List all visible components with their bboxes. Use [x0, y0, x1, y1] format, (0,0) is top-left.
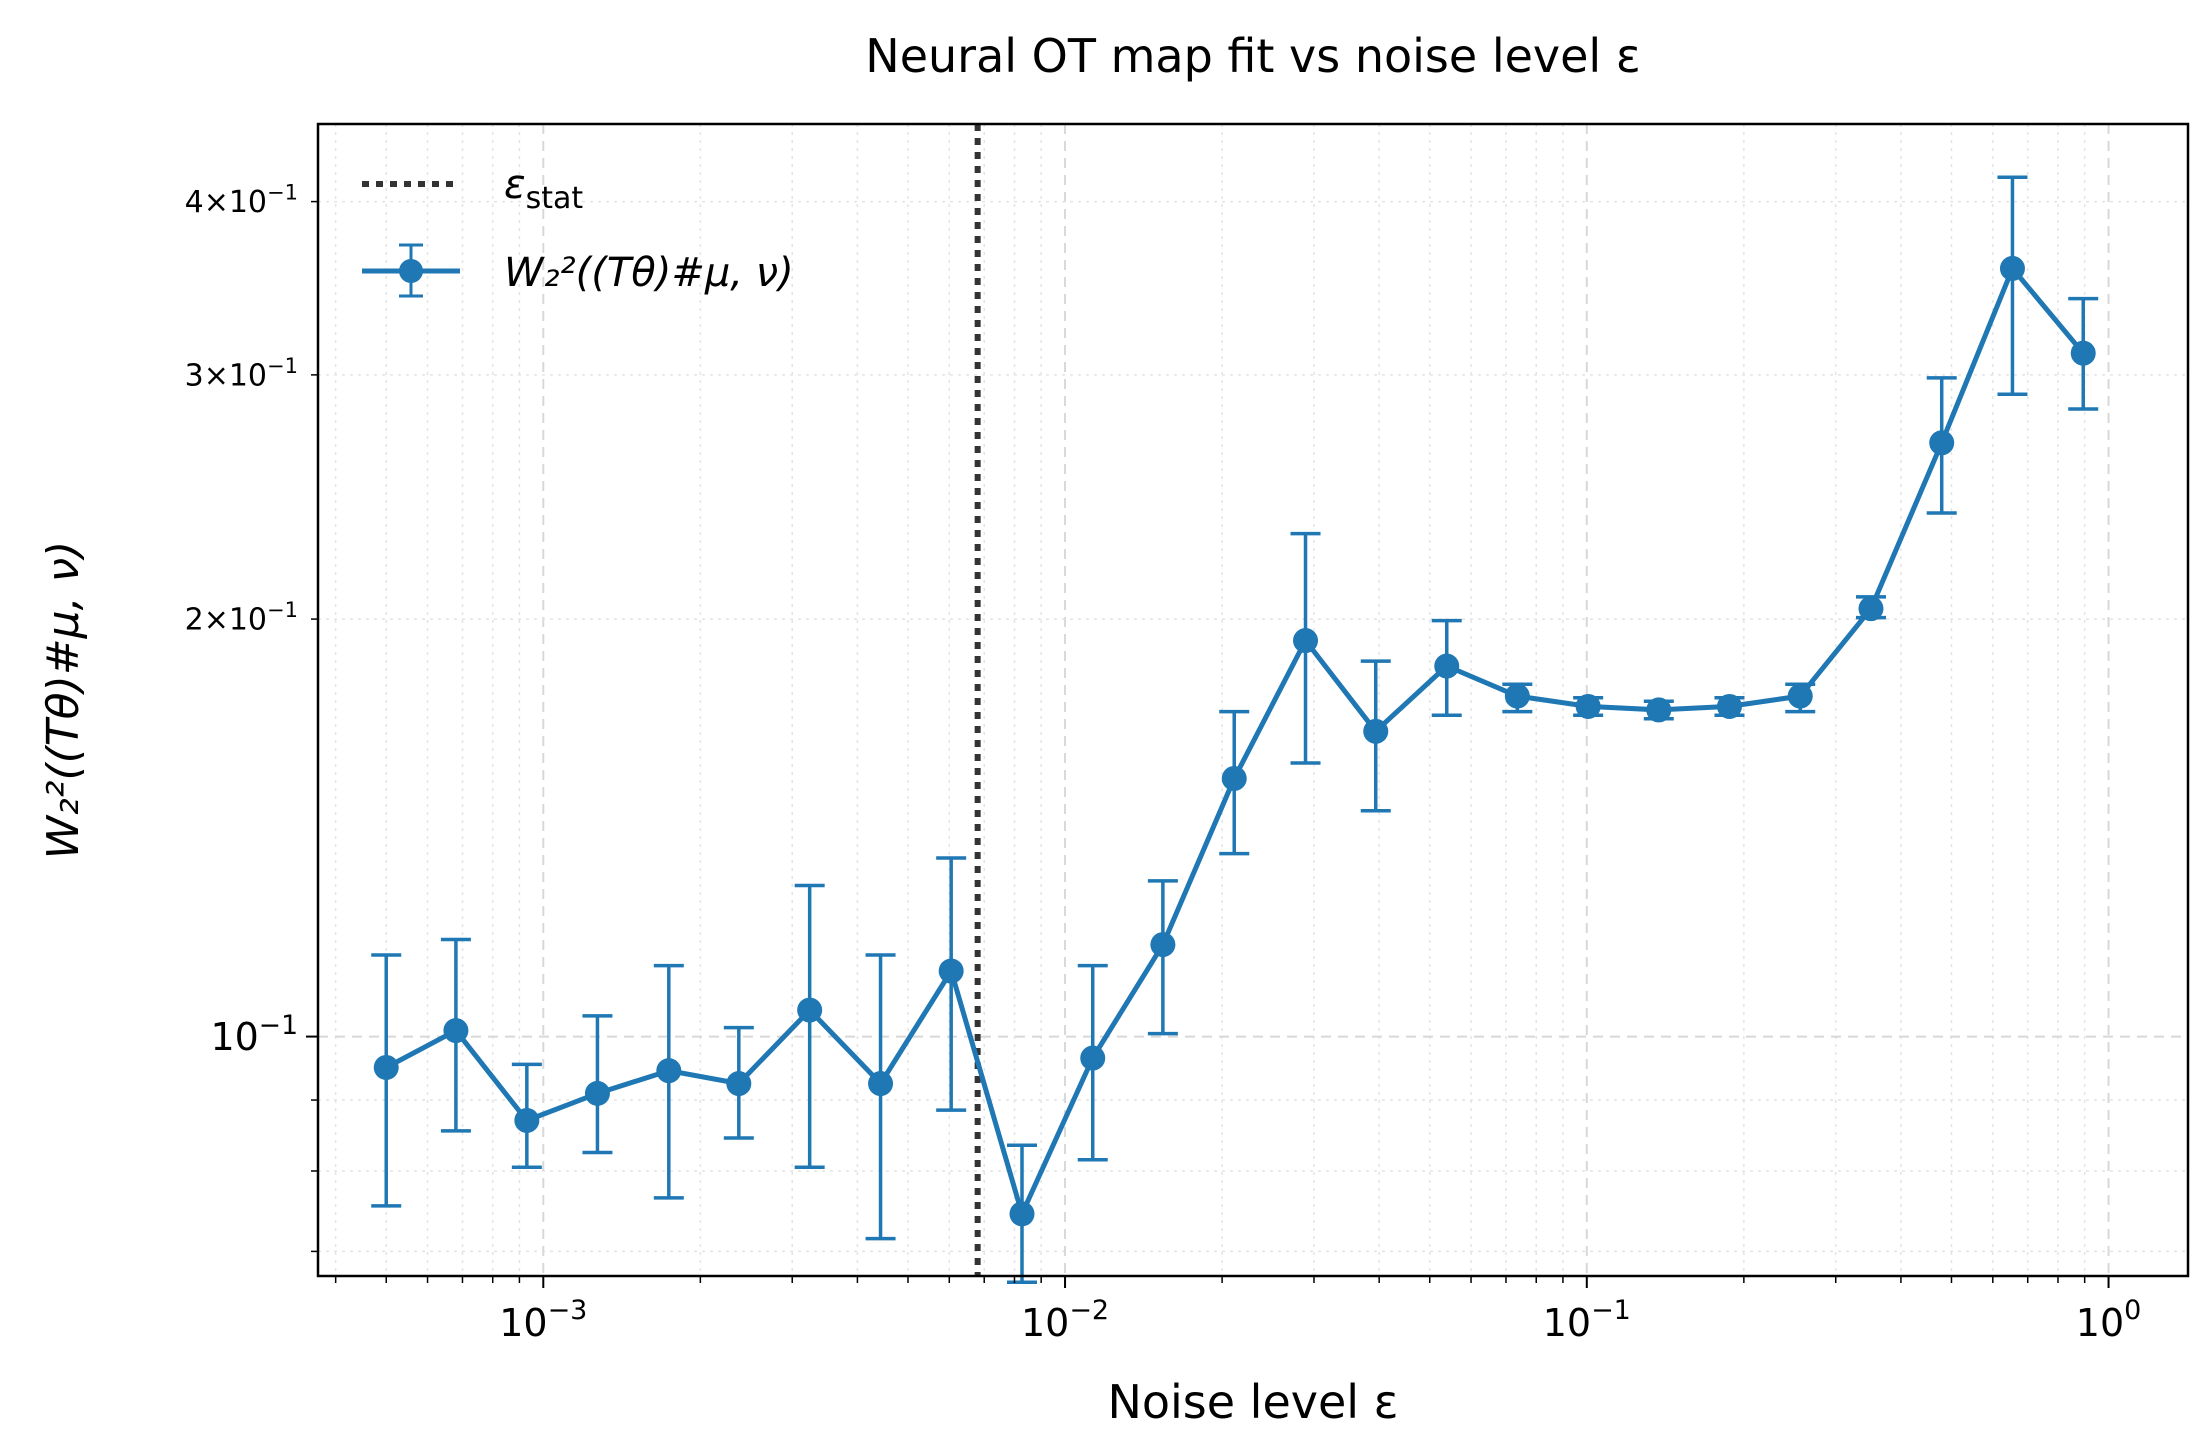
data-point: [1150, 932, 1176, 958]
data-point: [1009, 1201, 1035, 1227]
y-tick-label-exponent: −1: [259, 1010, 298, 1041]
chart-title: Neural OT map fit vs noise level ε: [865, 29, 1640, 83]
x-tick-label-exponent: 0: [2124, 1295, 2141, 1326]
y-tick-label-exponent: −1: [267, 180, 298, 204]
series-group: [371, 175, 2099, 1285]
x-tick-label-base: 10: [499, 1301, 547, 1345]
data-point: [797, 997, 823, 1023]
legend-vline-label-main: ε: [504, 162, 526, 208]
x-tick-label-base: 10: [1021, 1301, 1069, 1345]
legend-vline-label: εstat: [504, 162, 583, 216]
y-tick-label-base: 10: [229, 185, 267, 220]
x-tick-label: 100: [2076, 1295, 2142, 1345]
data-point: [2070, 340, 2096, 366]
data-point: [868, 1071, 894, 1097]
y-tick-label-base: 10: [229, 603, 267, 638]
legend-series-label: W₂²((Tθ)#μ, ν): [504, 250, 794, 296]
legend-series-marker: [399, 259, 423, 283]
y-tick-label-multiplier: 3×: [185, 358, 229, 393]
data-point: [514, 1107, 540, 1133]
x-tick-label: 10−1: [1543, 1295, 1631, 1345]
grid: [318, 124, 2188, 1276]
x-tick-label: 10−3: [499, 1295, 587, 1345]
data-point: [1646, 697, 1672, 723]
y-tick-label-multiplier: 4×: [185, 185, 229, 220]
data-point: [656, 1058, 682, 1084]
data-point: [938, 958, 964, 984]
y-axis-label: W₂²((Tθ)#μ, ν): [38, 541, 89, 860]
x-tick-label-base: 10: [2076, 1301, 2124, 1345]
y-tick-label-base: 10: [210, 1015, 258, 1059]
x-tick-label: 10−2: [1021, 1295, 1109, 1345]
y-tick-label: 10−1: [210, 1010, 298, 1059]
y-tick-label-exponent: −1: [267, 598, 298, 622]
y-tick-label: 2×10−1: [185, 598, 298, 638]
data-point: [1787, 683, 1813, 709]
data-point: [1716, 693, 1742, 719]
data-point: [1929, 430, 1955, 456]
data-point: [1221, 765, 1247, 791]
data-point: [1293, 628, 1319, 654]
data-point: [443, 1018, 469, 1044]
data-point: [1504, 683, 1530, 709]
y-tick-label-multiplier: 2×: [185, 603, 229, 638]
data-point: [1434, 653, 1460, 679]
x-tick-label-base: 10: [1543, 1301, 1591, 1345]
y-tick-label-base: 10: [229, 358, 267, 393]
data-point: [1363, 718, 1389, 744]
x-axis-label: Noise level ε: [1107, 1375, 1398, 1429]
data-point: [726, 1071, 752, 1097]
plot-frame: [316, 122, 2190, 1278]
legend: εstat W₂²((Tθ)#μ, ν): [362, 162, 794, 298]
data-point: [1575, 693, 1601, 719]
data-point: [584, 1080, 610, 1106]
data-point: [1999, 255, 2025, 281]
legend-vline-label-sub: stat: [526, 181, 584, 216]
data-point: [373, 1054, 399, 1080]
y-tick-label: 4×10−1: [185, 180, 298, 220]
x-tick-label-exponent: −3: [548, 1295, 588, 1326]
x-tick-label-exponent: −2: [1069, 1295, 1109, 1326]
y-tick-label-exponent: −1: [267, 354, 298, 378]
y-tick-label: 3×10−1: [185, 354, 298, 394]
data-point: [1858, 596, 1884, 622]
data-point: [1080, 1045, 1106, 1071]
x-tick-label-exponent: −1: [1591, 1295, 1631, 1326]
